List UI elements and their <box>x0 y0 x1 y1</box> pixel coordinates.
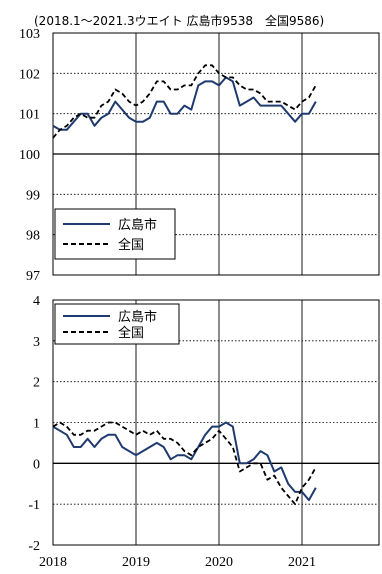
y-tick-label: 0 <box>33 457 40 472</box>
lower-series-lines <box>52 421 317 506</box>
upper-y-ticks: 97 98 99 100 101 102 103 <box>19 27 40 284</box>
x-tick-label: 2019 <box>122 555 150 570</box>
y-tick-label: 97 <box>26 269 40 284</box>
y-tick-label: -1 <box>28 498 40 513</box>
weight-annotation: (2018.1～2021.3ウエイト 広島市9538 全国9586) <box>34 13 324 28</box>
y-tick-label: 101 <box>19 108 40 123</box>
lower-plot-frame <box>52 299 380 546</box>
x-tick-label: 2021 <box>288 555 316 570</box>
legend-label: 全国 <box>118 325 144 341</box>
series-line-national <box>52 421 317 506</box>
y-tick-label: 102 <box>19 67 40 82</box>
y-tick-label: 99 <box>26 188 40 203</box>
x-ticks: 2018 2019 2020 2021 <box>39 555 316 570</box>
upper-grid <box>53 72 379 236</box>
legend-box <box>54 303 180 345</box>
series-line-hiroshima <box>52 76 317 131</box>
y-tick-label: 100 <box>19 148 40 163</box>
upper-chart: (2018.1～2021.3ウエイト 広島市9538 全国9586) 97989… <box>19 13 380 284</box>
y-tick-label: 103 <box>19 27 40 42</box>
upper-plot-frame <box>52 32 380 276</box>
y-tick-label: 2 <box>33 376 40 391</box>
series-line-national <box>52 64 317 139</box>
y-tick-label: 4 <box>33 294 40 309</box>
lower-y-ticks: -2 -1 0 1 2 3 4 <box>28 294 40 554</box>
upper-series-lines <box>52 64 317 139</box>
x-tick-label: 2020 <box>205 555 233 570</box>
lower-grid <box>53 340 379 505</box>
y-tick-label: 3 <box>33 335 40 350</box>
y-tick-label: 1 <box>33 417 40 432</box>
legend-label: 広島市 <box>118 217 157 233</box>
series-line-hiroshima <box>52 421 317 502</box>
legend-label: 全国 <box>118 237 144 253</box>
legend-label: 広島市 <box>118 309 157 325</box>
y-tick-label: 98 <box>26 229 40 244</box>
x-tick-label: 2018 <box>39 555 67 570</box>
y-tick-label: -2 <box>28 539 40 554</box>
legend-box <box>54 208 176 260</box>
